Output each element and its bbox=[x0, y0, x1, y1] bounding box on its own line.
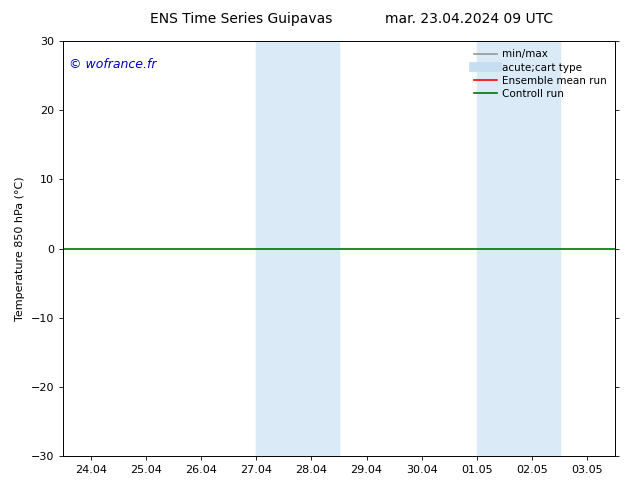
Bar bbox=[311, 41, 339, 456]
Bar bbox=[284, 41, 311, 456]
Text: © wofrance.fr: © wofrance.fr bbox=[68, 58, 156, 71]
Bar bbox=[505, 41, 532, 456]
Legend: min/max, acute;cart type, Ensemble mean run, Controll run: min/max, acute;cart type, Ensemble mean … bbox=[470, 46, 610, 102]
Text: mar. 23.04.2024 09 UTC: mar. 23.04.2024 09 UTC bbox=[385, 12, 553, 26]
Bar bbox=[532, 41, 560, 456]
Y-axis label: Temperature 850 hPa (°C): Temperature 850 hPa (°C) bbox=[15, 176, 25, 321]
Text: ENS Time Series Guipavas: ENS Time Series Guipavas bbox=[150, 12, 332, 26]
Bar bbox=[256, 41, 284, 456]
Bar bbox=[477, 41, 505, 456]
